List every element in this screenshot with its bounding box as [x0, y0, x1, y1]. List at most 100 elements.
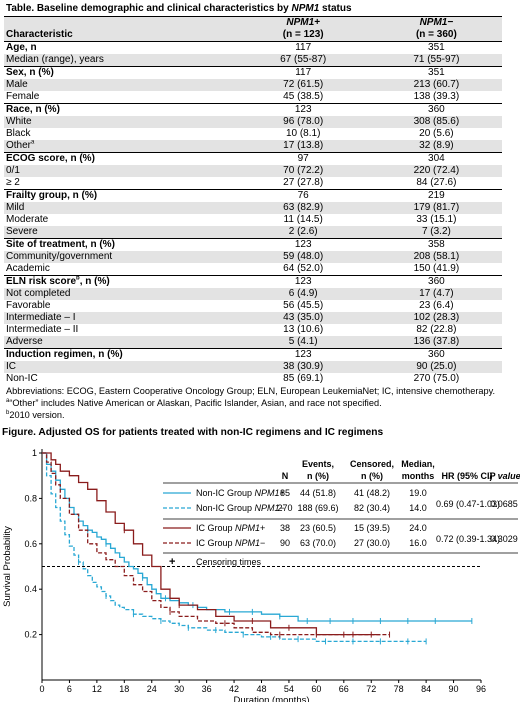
- x-tick-label: 18: [119, 684, 129, 694]
- table-row: Intermediate – I 43 (35.0) 102 (28.3): [4, 312, 502, 324]
- cell-npm1-pos: 11 (14.5): [283, 214, 323, 225]
- characteristic-label: IC: [6, 361, 16, 372]
- characteristic-label: ECOG score, n (%): [6, 153, 95, 164]
- survival-curve-3: [42, 452, 381, 636]
- legend-header-median: Median,: [401, 459, 435, 469]
- table-row: Moderate 11 (14.5) 33 (15.1): [4, 214, 502, 226]
- cell-npm1-neg: 308 (85.6): [413, 116, 460, 127]
- abbreviations-note: Abbreviations: ECOG, Eastern Cooperative…: [6, 386, 496, 396]
- legend-p-non-ic: 0.0685: [490, 499, 518, 509]
- cell-characteristic: Community/government: [4, 251, 236, 263]
- x-tick-label: 0: [39, 684, 44, 694]
- cell-npm1-neg: 304: [368, 152, 502, 165]
- cell-characteristic: White: [4, 116, 236, 128]
- table-caption: Table. Baseline demographic and clinical…: [6, 3, 516, 14]
- table-section-row: Age, n 117 351: [4, 41, 502, 54]
- table-row: IC 38 (30.9) 90 (25.0): [4, 361, 502, 373]
- legend-series-label: Non-IC Group NPM1−: [196, 503, 285, 513]
- cell-npm1-neg: 33 (15.1): [416, 214, 457, 225]
- table-row: White 96 (78.0) 308 (85.6): [4, 116, 502, 128]
- x-tick-label: 36: [202, 684, 212, 694]
- cell-npm1-neg: 270 (75.0): [413, 373, 460, 384]
- cell-npm1-pos: 123: [235, 103, 369, 116]
- cell-npm1-pos: 27 (27.8): [283, 177, 324, 188]
- cell-characteristic: Non-IC: [4, 373, 236, 385]
- x-tick-label: 60: [311, 684, 321, 694]
- legend-p-ic: 0.3029: [490, 534, 518, 544]
- legend-series-label: Non-IC Group NPM1+: [196, 488, 285, 498]
- cell-npm1-neg: 220 (72.4): [413, 165, 460, 176]
- table-row: Severe 2 (2.6) 7 (3.2): [4, 226, 502, 239]
- table-row: Academic 64 (52.0) 150 (41.9): [4, 263, 502, 276]
- baseline-table-section: Table. Baseline demographic and clinical…: [4, 3, 516, 421]
- header-npm1-neg-name: NPM1−: [419, 17, 454, 28]
- y-axis-label: Survival Probability: [2, 526, 13, 607]
- cell-npm1-neg: 23 (6.4): [419, 300, 454, 311]
- footnote-b-mark: b: [6, 409, 10, 416]
- legend-hr-ic: 0.72 (0.39-1.34): [436, 534, 500, 544]
- cell-npm1-pos: 123: [235, 348, 369, 361]
- table-row: Non-IC 85 (69.1) 270 (75.0): [4, 373, 502, 385]
- table-row: Favorable 56 (45.5) 23 (6.4): [4, 300, 502, 312]
- legend-header-hr: HR (95% CI): [441, 471, 492, 481]
- cell-characteristic: Intermediate – I: [4, 312, 236, 324]
- cell-npm1-neg: 84 (27.6): [416, 177, 457, 188]
- table-section-row: Race, n (%) 123 360: [4, 103, 502, 116]
- censoring-symbol: +: [169, 556, 175, 568]
- footnote-a-mark: a: [6, 397, 10, 404]
- cell-npm1-neg: 358: [368, 238, 502, 251]
- characteristic-label: Frailty group, n (%): [6, 190, 98, 201]
- x-tick-label: 48: [256, 684, 266, 694]
- cell-npm1-neg: 102 (28.3): [413, 312, 460, 323]
- cell-npm1-pos: 123: [235, 238, 369, 251]
- cell-characteristic: Mild: [4, 202, 236, 214]
- legend-series-prefix: IC Group: [196, 523, 235, 533]
- x-tick-label: 24: [147, 684, 157, 694]
- x-tick-label: 12: [92, 684, 102, 694]
- x-tick-label: 90: [449, 684, 459, 694]
- cell-npm1-neg: 213 (60.7): [413, 79, 460, 90]
- cell-characteristic: Race, n (%): [4, 103, 236, 116]
- table-row: Adverse 5 (4.1) 136 (37.8): [4, 336, 502, 349]
- table-body: Age, n 117 351 Median (range), years 67 (55-…: [4, 41, 502, 386]
- characteristic-label: Median (range), years: [6, 54, 104, 65]
- legend-header-censored-unit: n (%): [361, 471, 383, 481]
- table-section-row: Site of treatment, n (%) 123 358: [4, 238, 502, 251]
- cell-npm1-pos: 63 (82.9): [283, 202, 324, 213]
- table-row: Othera 17 (13.8) 32 (8.9): [4, 140, 502, 153]
- legend-series-gene: NPM1: [235, 538, 260, 548]
- characteristic-label: Non-IC: [6, 373, 38, 384]
- table-section-row: Induction regimen, n (%) 123 360: [4, 348, 502, 361]
- cell-npm1-pos: 72 (61.5): [283, 79, 324, 90]
- cell-characteristic: Black: [4, 128, 236, 140]
- characteristic-label: Adverse: [6, 336, 43, 347]
- table-row: Intermediate – II 13 (10.6) 82 (22.8): [4, 324, 502, 336]
- x-tick-label: 30: [174, 684, 184, 694]
- table-row: Male 72 (61.5) 213 (60.7): [4, 79, 502, 91]
- x-tick-label: 84: [421, 684, 431, 694]
- legend-header-censored: Censored,: [350, 459, 394, 469]
- legend-series-suffix: +: [280, 488, 285, 498]
- x-tick-label: 42: [229, 684, 239, 694]
- characteristic-label: 0/1: [6, 165, 20, 176]
- cell-characteristic: ELN risk scoreb, n (%): [4, 275, 236, 288]
- cell-npm1-pos: 38 (30.9): [283, 361, 324, 372]
- characteristic-label: Race, n (%): [6, 104, 60, 115]
- cell-npm1-neg: 351: [368, 41, 502, 54]
- cell-characteristic: Intermediate – II: [4, 324, 236, 336]
- cell-npm1-pos: 5 (4.1): [288, 336, 318, 347]
- km-figure-section: 0 6 12 18 24 30 36 42 48 54 60 66 72 78 84 90 96 0.2 0.4 0.…: [0, 425, 520, 702]
- legend-n: 270: [277, 503, 292, 513]
- cell-npm1-pos: 96 (78.0): [283, 116, 324, 127]
- table-row: Black 10 (8.1) 20 (5.6): [4, 128, 502, 140]
- characteristic-label: Age, n: [6, 42, 37, 53]
- table-section-row: ELN risk scoreb, n (%) 123 360: [4, 275, 502, 288]
- characteristic-label: White: [6, 116, 32, 127]
- cell-npm1-pos: 2 (2.6): [288, 226, 318, 237]
- legend-censored: 15 (39.5): [354, 523, 390, 533]
- cell-characteristic: Adverse: [4, 336, 236, 349]
- y-tick-label: 0.6: [24, 539, 37, 549]
- cell-npm1-neg: 360: [368, 348, 502, 361]
- header-npm1-neg-n: (n = 360): [415, 29, 457, 40]
- cell-npm1-neg: 7 (3.2): [421, 226, 451, 237]
